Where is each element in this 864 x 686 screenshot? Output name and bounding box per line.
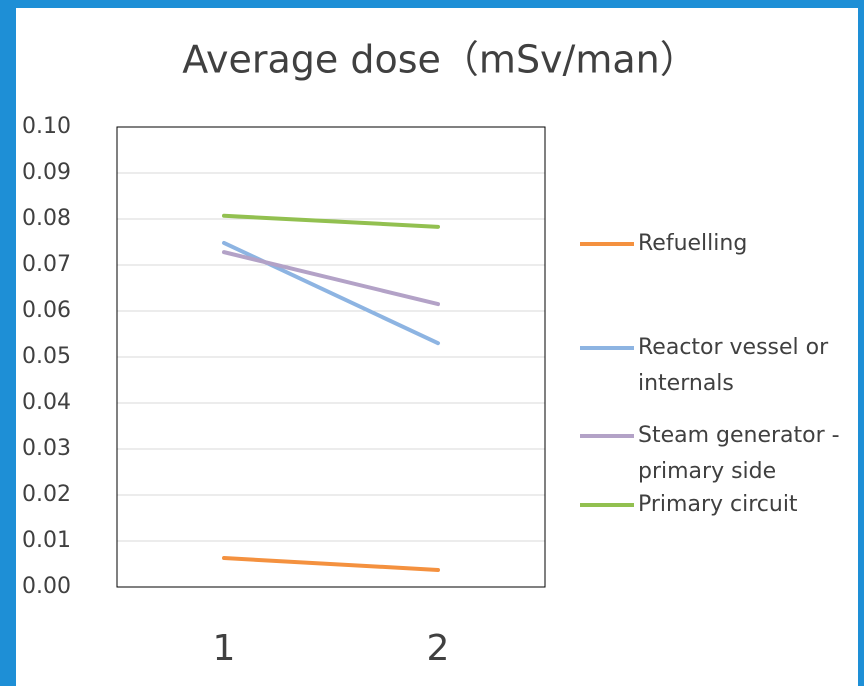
series-line: [222, 556, 440, 572]
legend-label: Refuelling: [638, 231, 748, 256]
x-tick-label: 1: [213, 628, 236, 669]
y-tick-label: 0.01: [22, 528, 71, 553]
legend-label: Primary circuit: [638, 492, 798, 517]
legend-label: Steam generator - primary side: [638, 423, 840, 484]
chart-background: [16, 8, 858, 686]
legend-label: Reactor vessel or internals: [638, 335, 829, 396]
y-tick-label: 0.10: [22, 114, 71, 139]
y-tick-label: 0.02: [22, 482, 71, 507]
y-tick-label: 0.08: [22, 206, 71, 231]
y-tick-label: 0.04: [22, 390, 71, 415]
series-line: [222, 250, 440, 307]
y-tick-label: 0.07: [22, 252, 71, 277]
chart-title: Average dose（mSv/man）: [182, 38, 698, 82]
x-tick-label: 2: [427, 628, 450, 669]
y-tick-label: 0.03: [22, 436, 71, 461]
series-line: [222, 213, 440, 229]
y-tick-label: 0.00: [22, 574, 71, 599]
plot-border: [116, 126, 546, 588]
y-tick-label: 0.06: [22, 298, 71, 323]
y-tick-label: 0.09: [22, 160, 71, 185]
y-tick-label: 0.05: [22, 344, 71, 369]
